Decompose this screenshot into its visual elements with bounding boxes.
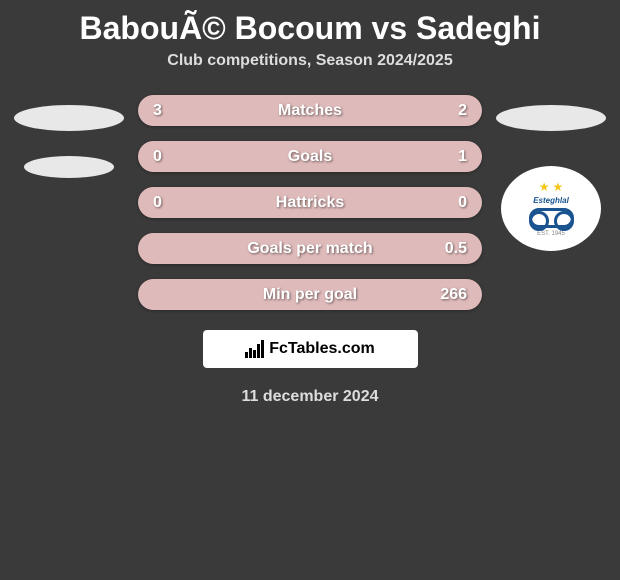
stat-label: Matches: [278, 102, 342, 120]
club-logo-text: Esteghlal: [533, 196, 569, 205]
footer-section: FcTables.com 11 december 2024: [10, 330, 610, 406]
fctables-brand-text: FcTables.com: [269, 340, 375, 358]
player-badge-left-1: [14, 105, 124, 131]
stat-label: Goals: [288, 148, 332, 166]
club-logo-right: ★ ★ Esteghlal EST. 1945: [501, 166, 601, 251]
right-player-column: ★ ★ Esteghlal EST. 1945: [492, 95, 610, 251]
subtitle: Club competitions, Season 2024/2025: [10, 52, 610, 95]
fctables-badge[interactable]: FcTables.com: [203, 330, 418, 368]
stat-label: Min per goal: [263, 286, 357, 304]
club-logo-stars: ★ ★: [539, 180, 564, 194]
stat-right-value: 1: [458, 148, 467, 166]
stat-bar-min-per-goal: Min per goal 266: [138, 279, 482, 310]
stat-bar-goals: 0 Goals 1: [138, 141, 482, 172]
left-player-column: [10, 95, 128, 178]
bar-chart-icon: [245, 340, 264, 358]
player-badge-left-2: [24, 156, 114, 178]
star-icon: ★: [539, 180, 550, 194]
stat-bar-matches: 3 Matches 2: [138, 95, 482, 126]
stat-right-value: 0.5: [445, 240, 467, 258]
date-text: 11 december 2024: [242, 388, 379, 406]
stat-left-value: 3: [153, 102, 162, 120]
comparison-area: 3 Matches 2 0 Goals 1 0 Hattricks 0 Goal…: [10, 95, 610, 310]
stats-column: 3 Matches 2 0 Goals 1 0 Hattricks 0 Goal…: [138, 95, 482, 310]
player-badge-right-1: [496, 105, 606, 131]
stat-right-value: 266: [440, 286, 467, 304]
stat-bar-hattricks: 0 Hattricks 0: [138, 187, 482, 218]
star-icon: ★: [553, 180, 564, 194]
stat-left-value: 0: [153, 148, 162, 166]
club-logo-year: EST. 1945: [537, 231, 565, 237]
stat-bar-goals-per-match: Goals per match 0.5: [138, 233, 482, 264]
stat-label: Goals per match: [247, 240, 372, 258]
page-title: BabouÃ© Bocoum vs Sadeghi: [10, 0, 610, 52]
stat-label: Hattricks: [276, 194, 344, 212]
stat-right-value: 0: [458, 194, 467, 212]
stat-left-value: 0: [153, 194, 162, 212]
club-logo-rings-icon: [529, 208, 574, 228]
stat-right-value: 2: [458, 102, 467, 120]
